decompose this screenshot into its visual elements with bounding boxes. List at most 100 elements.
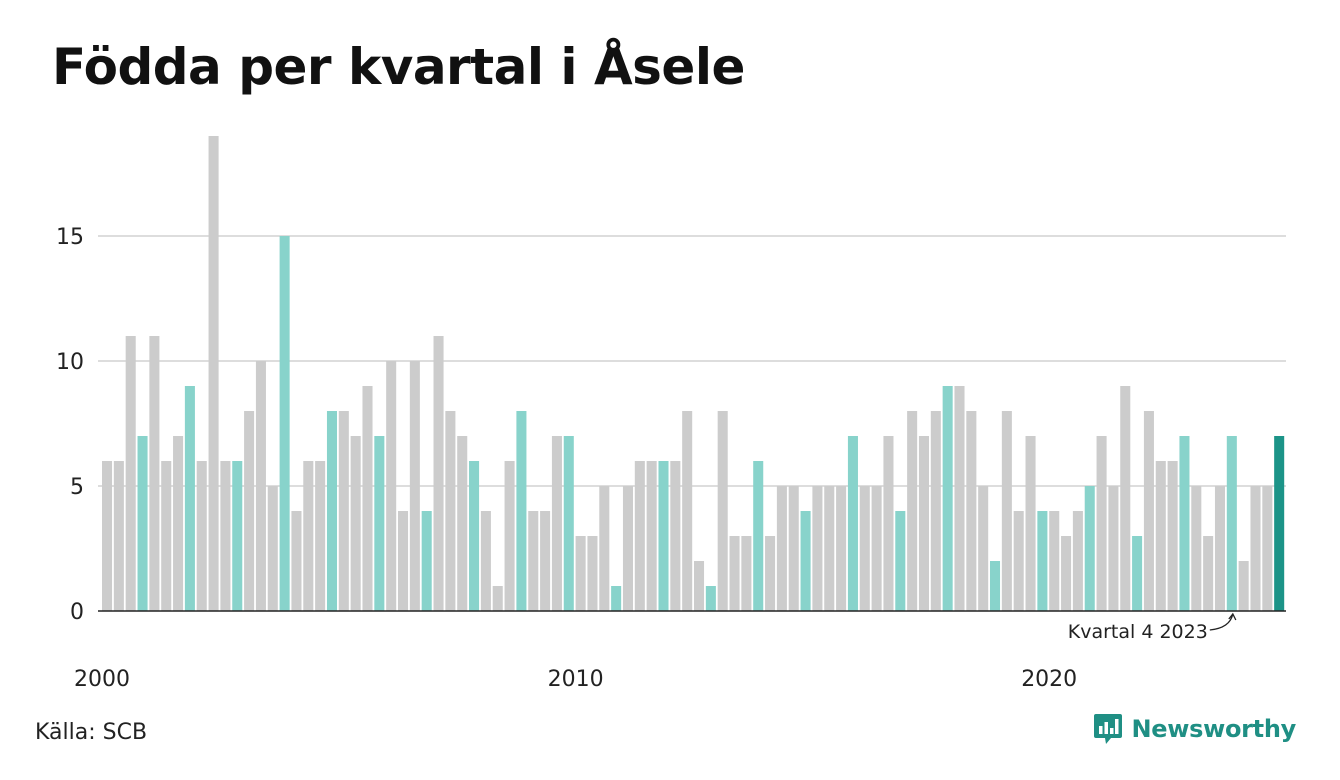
bar [398,511,409,611]
bar [267,486,278,611]
bar [551,436,562,611]
bar [149,336,160,611]
brand-logo: Newsworthy [1093,712,1296,746]
bar [540,511,551,611]
bar [492,586,503,611]
y-axis-ticks: 0 5 10 15 [56,225,84,625]
annotation-label: Kvartal 4 2023 [1068,621,1208,643]
bar [125,336,136,611]
bar [374,436,385,611]
bar [350,436,361,611]
bar [220,461,231,611]
bar [232,461,243,611]
bar [978,486,989,611]
bar [338,411,349,611]
bar [516,411,527,611]
bar [1167,461,1178,611]
bar [776,486,787,611]
bar [587,536,598,611]
bar [670,461,681,611]
bar [871,486,882,611]
bar [622,486,633,611]
brand-name: Newsworthy [1131,715,1296,743]
bar [113,461,124,611]
bar [895,511,906,611]
bar [291,511,302,611]
bar [1226,436,1237,611]
bar [173,436,184,611]
bar [705,586,716,611]
bar [1096,436,1107,611]
bar [137,436,148,611]
bar [1214,486,1225,611]
bar [812,486,823,611]
bar [646,461,657,611]
bar [930,411,941,611]
bar [1155,461,1166,611]
bar [1262,486,1273,611]
bar [1084,486,1095,611]
bar [954,386,965,611]
bar [386,361,397,611]
bar [729,536,740,611]
bar [563,436,574,611]
chart-title: Födda per kvartal i Åsele [52,38,745,96]
bar [883,436,894,611]
bar [1203,536,1214,611]
newsworthy-logo-icon [1094,714,1123,744]
bar [1025,436,1036,611]
bar [433,336,444,611]
bar [753,461,764,611]
y-tick-label: 10 [56,350,84,375]
bar [1049,511,1060,611]
bar [847,436,858,611]
bar [208,136,219,611]
bar [859,486,870,611]
bar [469,461,480,611]
bar [1061,536,1072,611]
bar [504,461,515,611]
bar [457,436,468,611]
x-tick-label: 2020 [1021,667,1077,692]
bar [788,486,799,611]
bar [658,461,669,611]
bar [1238,561,1249,611]
bar-series [102,136,1285,611]
bar [611,586,622,611]
bar [279,236,290,611]
bar [1250,486,1261,611]
x-axis-ticks: 2000 2010 2020 [74,667,1077,692]
bar [942,386,953,611]
bar [184,386,195,611]
bar [1143,411,1154,611]
y-tick-label: 15 [56,225,84,250]
bar [255,361,266,611]
y-tick-label: 5 [70,475,84,500]
bar [362,386,373,611]
x-tick-label: 2000 [74,667,130,692]
bar [1274,436,1285,611]
bar [741,536,752,611]
bar [244,411,255,611]
bar [1108,486,1119,611]
bar [1001,411,1012,611]
bar [765,536,776,611]
bar [800,511,811,611]
bar [1013,511,1024,611]
bar [717,411,728,611]
bar [102,461,113,611]
bar [682,411,693,611]
bar [918,436,929,611]
source-label: Källa: SCB [35,720,148,745]
bar [161,461,172,611]
bar [1132,536,1143,611]
bar [694,561,705,611]
bar [599,486,610,611]
bar [326,411,337,611]
annotation: Kvartal 4 2023 [1068,612,1237,643]
bar [480,511,491,611]
bar [990,561,1001,611]
bar [409,361,420,611]
bar [836,486,847,611]
